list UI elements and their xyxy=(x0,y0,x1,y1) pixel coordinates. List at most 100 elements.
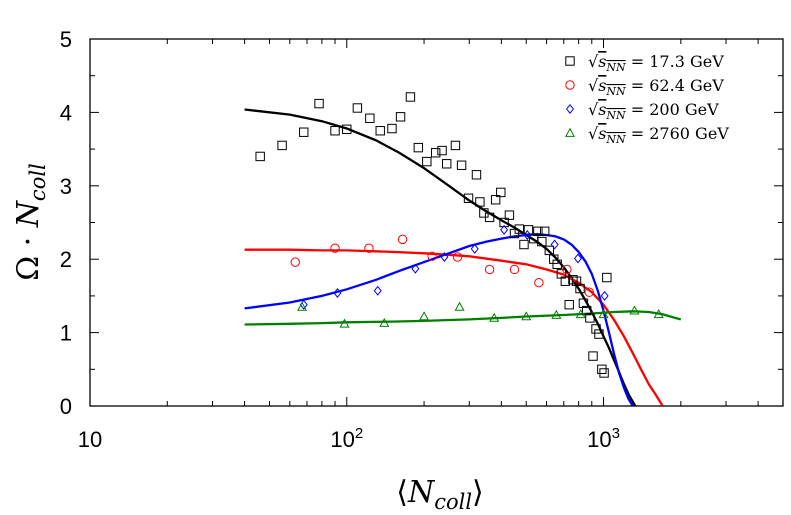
data-point-circle xyxy=(484,264,495,275)
fit-curve xyxy=(244,310,682,326)
legend-marker-square xyxy=(565,56,575,66)
data-point-circle xyxy=(534,277,544,288)
data-point-square xyxy=(539,226,550,237)
data-point-triangle xyxy=(454,301,465,311)
data-point-diamond xyxy=(373,285,382,296)
data-point-triangle xyxy=(339,318,350,328)
data-point-triangle xyxy=(489,312,500,322)
data-point-square xyxy=(599,368,609,378)
data-point-triangle xyxy=(297,301,308,311)
data-point-square xyxy=(484,212,495,223)
data-point-triangle xyxy=(419,311,430,321)
data-point-square xyxy=(490,195,501,205)
data-point-triangle xyxy=(575,309,586,319)
data-point-square xyxy=(582,305,592,316)
x-tick-label: 102 xyxy=(330,425,363,452)
data-point-circle xyxy=(397,234,408,245)
fit-curves xyxy=(244,108,682,406)
data-point-square xyxy=(568,275,578,285)
legend-marker-diamond xyxy=(565,103,575,115)
data-point-triangle xyxy=(551,309,562,319)
data-point-square xyxy=(560,276,571,286)
data-point-square xyxy=(496,187,506,198)
data-point-diamond xyxy=(333,287,342,298)
data-point-square xyxy=(430,148,441,158)
data-point-diamond xyxy=(411,263,420,274)
legend-entry: √sNN = 17.3 GeV xyxy=(588,52,724,74)
data-point-circle xyxy=(452,252,463,262)
x-tick-label: 103 xyxy=(587,425,620,452)
data-point-diamond xyxy=(440,251,449,262)
data-point-triangle xyxy=(521,311,532,321)
y-tick-label: 3 xyxy=(60,174,72,199)
data-point-square xyxy=(499,217,509,228)
data-point-circle xyxy=(364,243,374,253)
data-point-circle xyxy=(427,251,437,261)
data-point-square xyxy=(519,239,529,250)
data-point-square xyxy=(594,329,604,339)
data-point-square xyxy=(463,193,474,203)
data-point-square xyxy=(441,159,452,169)
data-point-square xyxy=(475,197,485,207)
data-point-square xyxy=(450,140,461,151)
data-point-diamond xyxy=(500,224,509,235)
data-point-circle xyxy=(330,243,340,253)
data-point-square xyxy=(549,254,559,264)
y-axis-label: Ω · Ncoll xyxy=(11,163,50,281)
legend-entry: √sNN = 62.4 GeV xyxy=(588,76,724,98)
data-point-circle xyxy=(509,264,520,275)
data-point-square xyxy=(504,210,515,220)
data-point-circle xyxy=(584,287,594,297)
data-point-square xyxy=(330,126,340,136)
data-point-triangle xyxy=(379,317,390,327)
data-markers xyxy=(255,92,664,378)
data-point-square xyxy=(585,313,595,323)
data-point-square xyxy=(375,126,385,136)
legend-marker-triangle xyxy=(564,127,576,137)
data-point-square xyxy=(342,124,352,134)
data-point-triangle xyxy=(629,305,640,315)
fit-curve xyxy=(244,233,634,406)
fit-curve xyxy=(244,108,637,406)
y-tick-label: 2 xyxy=(60,247,72,272)
data-point-square xyxy=(437,145,447,156)
x-tick-label: 10 xyxy=(78,427,102,452)
data-point-square xyxy=(575,283,585,294)
data-point-square xyxy=(552,259,562,270)
legend-entry: √sNN = 2760 GeV xyxy=(588,124,729,146)
data-point-diamond xyxy=(523,229,532,240)
data-point-square xyxy=(255,151,265,162)
data-point-diamond xyxy=(550,239,559,250)
data-point-square xyxy=(413,142,424,153)
data-point-square xyxy=(571,276,582,286)
y-tick-label: 0 xyxy=(60,394,72,419)
data-point-diamond xyxy=(573,253,582,264)
data-point-square xyxy=(277,140,287,151)
data-point-square xyxy=(365,113,375,123)
data-point-square xyxy=(602,272,612,283)
data-point-square xyxy=(564,300,574,310)
legend-entry: √sNN = 200 GeV xyxy=(588,100,719,122)
data-point-square xyxy=(578,298,589,308)
data-point-square xyxy=(299,127,309,137)
data-point-square xyxy=(314,98,324,109)
legend-marker-circle xyxy=(565,80,575,90)
data-point-square xyxy=(422,156,432,167)
data-point-square xyxy=(588,351,598,361)
data-point-diamond xyxy=(600,290,609,301)
data-point-square xyxy=(456,160,467,170)
data-point-circle xyxy=(562,264,572,275)
data-point-circle xyxy=(290,257,300,267)
data-point-square xyxy=(352,103,363,113)
y-tick-label: 1 xyxy=(60,321,72,346)
legend: √sNN = 17.3 GeV√sNN = 62.4 GeV√sNN = 200… xyxy=(564,52,729,146)
fit-curve xyxy=(244,248,664,406)
data-point-triangle xyxy=(653,309,664,319)
data-point-square xyxy=(514,224,525,234)
data-point-square xyxy=(537,236,547,247)
data-point-square xyxy=(591,324,601,334)
axis-ticks: 10 102 103 0 1 2 3 4 5 xyxy=(60,27,784,452)
data-point-square xyxy=(405,92,416,102)
y-tick-label: 4 xyxy=(60,100,72,125)
